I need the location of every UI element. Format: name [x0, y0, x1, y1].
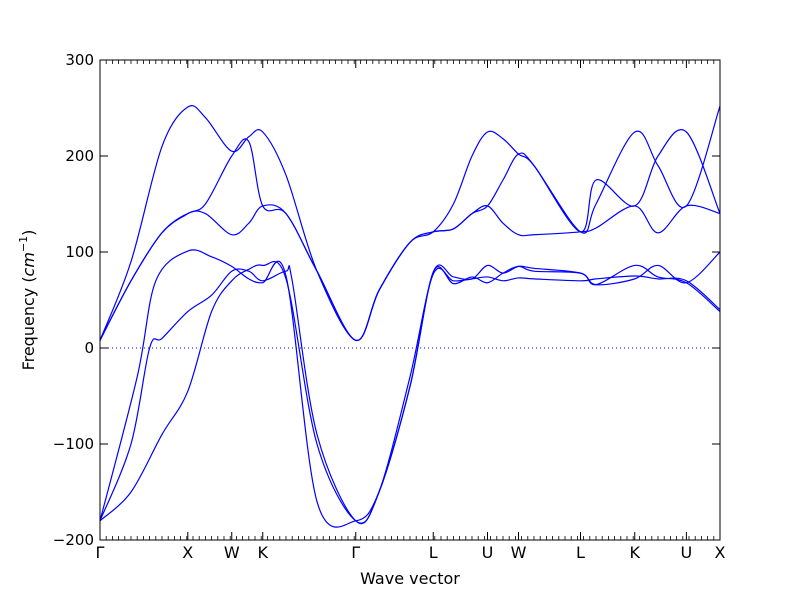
y-tick-label: 200	[65, 147, 94, 165]
x-tick-label: W	[511, 543, 527, 562]
x-tick-label: X	[715, 543, 726, 562]
band-line-5	[99, 129, 721, 341]
y-axis-label-close: )	[19, 230, 38, 236]
x-tick-label: L	[576, 543, 585, 562]
y-axis-label-unit: cm	[19, 252, 38, 276]
x-tick-label: K	[258, 543, 269, 562]
y-tick-label: −200	[53, 531, 94, 549]
band-line-1	[99, 261, 721, 524]
x-axis-label: Wave vector	[360, 569, 460, 588]
band-line-6	[99, 105, 721, 341]
x-tick-label: X	[182, 543, 193, 562]
y-tick-label: 0	[84, 339, 94, 357]
x-tick-label: Γ	[351, 543, 360, 562]
y-tick-label: −100	[53, 435, 94, 453]
x-tick-label: W	[224, 543, 240, 562]
y-axis-label: Frequency (cm−1)	[17, 230, 38, 371]
x-tick-label: K	[630, 543, 641, 562]
plot-frame	[99, 59, 721, 541]
axis-ticks	[99, 59, 721, 541]
x-tick-label: L	[429, 543, 438, 562]
band-line-3	[99, 249, 721, 528]
y-axis-label-main: Frequency (	[19, 276, 38, 370]
x-tick-label: U	[681, 543, 693, 562]
x-tick-label: Γ	[96, 543, 105, 562]
band-line-2	[99, 264, 721, 525]
band-line-4	[99, 204, 721, 341]
y-tick-label: 100	[65, 243, 94, 261]
plot-lines	[99, 105, 721, 528]
y-axis-label-exponent: −1	[17, 236, 30, 252]
x-tick-label: U	[482, 543, 494, 562]
y-tick-label: 300	[65, 51, 94, 69]
y-tick-labels: −200 −100 0 100 200 300	[53, 51, 94, 549]
